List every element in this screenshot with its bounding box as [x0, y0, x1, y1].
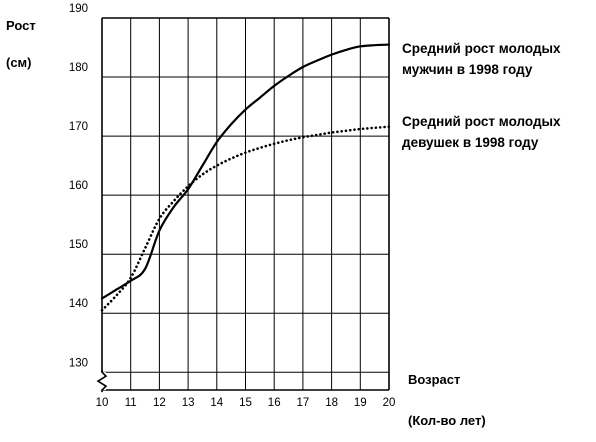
y-tick-label-180: 180 — [69, 62, 88, 74]
legend-women-line-1: Средний рост молодых — [402, 114, 561, 129]
x-tick-label-11: 11 — [125, 397, 137, 409]
series-lines — [100, 43, 391, 312]
x-tick-label-10: 10 — [96, 397, 109, 409]
legend-men: Средний рост молодых мужчин в 1998 году — [402, 38, 561, 80]
legend-men-line-1: Средний рост молодых — [402, 41, 561, 56]
axis-break-zigzag — [96, 370, 108, 393]
y-axis-unit: (см) — [6, 55, 32, 70]
x-tick-label-19: 19 — [354, 397, 367, 409]
y-axis-label: Рост — [6, 18, 36, 33]
legend-men-line-2: мужчин в 1998 году — [402, 62, 533, 77]
series-line-men — [100, 43, 391, 300]
x-tick-label-14: 14 — [210, 397, 223, 409]
x-tick-label-15: 15 — [239, 397, 252, 409]
y-tick-label-130: 130 — [69, 357, 88, 369]
legend-women-line-2: девушек в 1998 году — [402, 135, 539, 150]
x-tick-label-12: 12 — [153, 397, 166, 409]
y-tick-label-160: 160 — [69, 180, 88, 192]
y-tick-labels: 130 140 150 160 170 180 190 — [69, 3, 88, 369]
x-tick-label-16: 16 — [268, 397, 281, 409]
grid — [101, 17, 390, 391]
x-tick-label-17: 17 — [297, 397, 310, 409]
x-tick-label-13: 13 — [182, 397, 195, 409]
x-tick-label-18: 18 — [325, 397, 338, 409]
y-tick-label-170: 170 — [69, 121, 88, 133]
legend-women: Средний рост молодых девушек в 1998 году — [402, 111, 561, 153]
y-tick-label-150: 150 — [69, 239, 88, 251]
x-axis-unit: (Кол-во лет) — [408, 413, 486, 428]
x-tick-labels: 10 11 12 13 14 15 16 17 18 19 20 — [96, 397, 396, 409]
x-axis-label: Возраст — [408, 372, 461, 387]
axis-break-mask — [98, 372, 106, 391]
x-tick-label-20: 20 — [383, 397, 396, 409]
axis-break — [96, 370, 108, 393]
y-tick-label-190: 190 — [69, 3, 88, 15]
y-tick-label-140: 140 — [69, 298, 88, 310]
series-line-women — [100, 125, 391, 312]
